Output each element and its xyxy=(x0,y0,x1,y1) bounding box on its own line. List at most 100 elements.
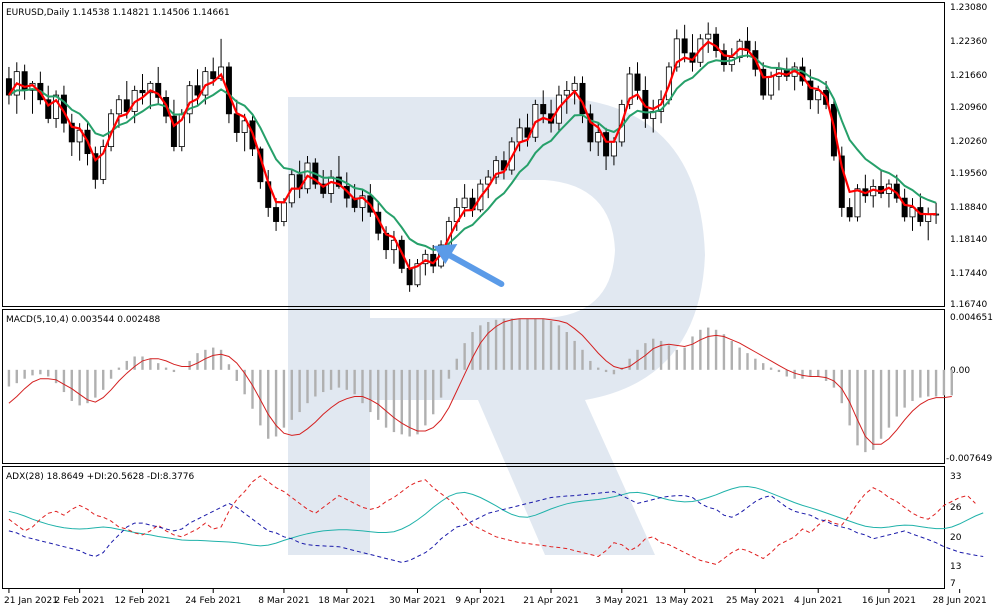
price-tick-label: 1.21660 xyxy=(950,71,987,81)
candle xyxy=(862,174,869,203)
arrow-head xyxy=(433,244,458,264)
candle-body xyxy=(123,99,130,112)
candle-body xyxy=(390,239,397,251)
candle xyxy=(838,146,845,217)
candle xyxy=(320,170,327,199)
price-axis: 1.23080 1.22360 1.21660 1.20960 1.20260 … xyxy=(950,3,987,310)
macd-indicator xyxy=(7,318,953,453)
macd-pane-header: MACD(5,10,4) 0.003544 0.002488 xyxy=(6,315,161,325)
candle xyxy=(414,259,421,288)
candle-body xyxy=(68,122,75,143)
candle-body xyxy=(359,195,366,208)
adx-tick-label: 33 xyxy=(950,472,961,482)
candle-body xyxy=(807,80,814,101)
candle xyxy=(359,188,366,222)
candle xyxy=(422,249,429,276)
candle-body xyxy=(280,202,287,222)
candle-body xyxy=(218,66,225,80)
candle xyxy=(909,198,916,231)
candle-body xyxy=(595,132,602,143)
candle-body xyxy=(705,33,712,40)
candle-body xyxy=(210,71,217,80)
time-tick-label: 24 Feb 2021 xyxy=(185,596,241,606)
adx-axis: 33 26 20 13 7 xyxy=(950,472,962,589)
candle-body xyxy=(760,68,767,96)
candle-body xyxy=(147,82,154,94)
candle xyxy=(878,170,885,199)
adx-tick-label: 13 xyxy=(950,562,961,572)
price-pane-header: EURUSD,Daily 1.14538 1.14821 1.14506 1.1… xyxy=(6,8,230,18)
candle-body xyxy=(194,85,201,96)
macd-tick-label: -0.007649 xyxy=(946,454,992,464)
candle xyxy=(791,62,798,91)
candle xyxy=(713,27,720,58)
candle-body xyxy=(493,160,500,178)
price-candles xyxy=(5,22,940,292)
candle xyxy=(681,24,688,63)
candle xyxy=(5,66,12,105)
adx-pane-frame xyxy=(2,466,945,589)
price-tick-label: 1.18140 xyxy=(950,235,987,245)
candle xyxy=(37,71,44,105)
candle-body xyxy=(516,127,523,143)
candle-body xyxy=(328,176,335,194)
candle xyxy=(241,113,248,152)
price-tick-label: 1.16740 xyxy=(950,300,987,310)
candle xyxy=(115,95,122,128)
candle-body xyxy=(673,38,680,68)
adx-indicator xyxy=(8,475,984,565)
candle-body xyxy=(115,99,122,115)
candle-body xyxy=(273,207,280,222)
signal-arrow xyxy=(433,244,505,287)
candle-body xyxy=(406,267,413,286)
candle xyxy=(21,64,28,100)
candle-body xyxy=(901,197,908,218)
time-tick-label: 9 Apr 2021 xyxy=(455,596,505,606)
candle xyxy=(626,66,633,110)
macd-axis: 0.004651 0.00 -0.007649 xyxy=(946,313,993,464)
candle-body xyxy=(485,176,492,185)
candle xyxy=(917,193,924,227)
candle-body xyxy=(563,89,570,96)
minus-di-line xyxy=(8,491,984,563)
candle xyxy=(68,113,75,156)
time-tick-label: 12 Feb 2021 xyxy=(114,596,170,606)
time-tick-label: 25 May 2021 xyxy=(726,596,785,606)
candle xyxy=(139,73,146,105)
candle-body xyxy=(100,146,107,180)
candle-body xyxy=(838,155,845,208)
candle xyxy=(563,81,570,114)
candle-body xyxy=(634,73,641,91)
candle-body xyxy=(768,75,775,96)
macd-tick-label: 0.004651 xyxy=(950,313,993,323)
adx-line xyxy=(8,485,984,547)
price-tick-label: 1.23080 xyxy=(950,3,987,13)
adx-tick-label: 26 xyxy=(950,503,962,513)
candle-body xyxy=(320,183,327,194)
candle xyxy=(760,62,767,100)
candle-body xyxy=(461,197,468,208)
candle-body xyxy=(45,99,52,119)
time-tick-label: 8 Mar 2021 xyxy=(258,596,309,606)
price-tick-label: 1.20960 xyxy=(950,103,987,113)
candle-body xyxy=(170,115,177,147)
candle-body xyxy=(626,73,633,105)
candle xyxy=(155,66,162,105)
candle-body xyxy=(53,94,60,119)
fast-ma-line xyxy=(7,40,937,271)
adx-pane-header: ADX(28) 18.8649 +DI:20.5628 -DI:8.3776 xyxy=(6,472,195,482)
price-tick-label: 1.18840 xyxy=(950,203,987,213)
candle xyxy=(603,127,610,171)
time-tick-label: 2 Feb 2021 xyxy=(54,596,104,606)
time-tick-label: 18 Mar 2021 xyxy=(318,596,375,606)
time-tick-label: 3 May 2021 xyxy=(595,596,648,606)
candle-body xyxy=(925,214,932,222)
price-tick-label: 1.19560 xyxy=(950,169,987,179)
time-tick-label: 21 Apr 2021 xyxy=(523,596,579,606)
plus-di-line xyxy=(8,475,976,565)
time-tick-label: 13 May 2021 xyxy=(655,596,714,606)
slow-ma-line xyxy=(8,54,937,252)
adx-tick-label: 20 xyxy=(950,533,962,543)
candle-body xyxy=(155,82,162,98)
